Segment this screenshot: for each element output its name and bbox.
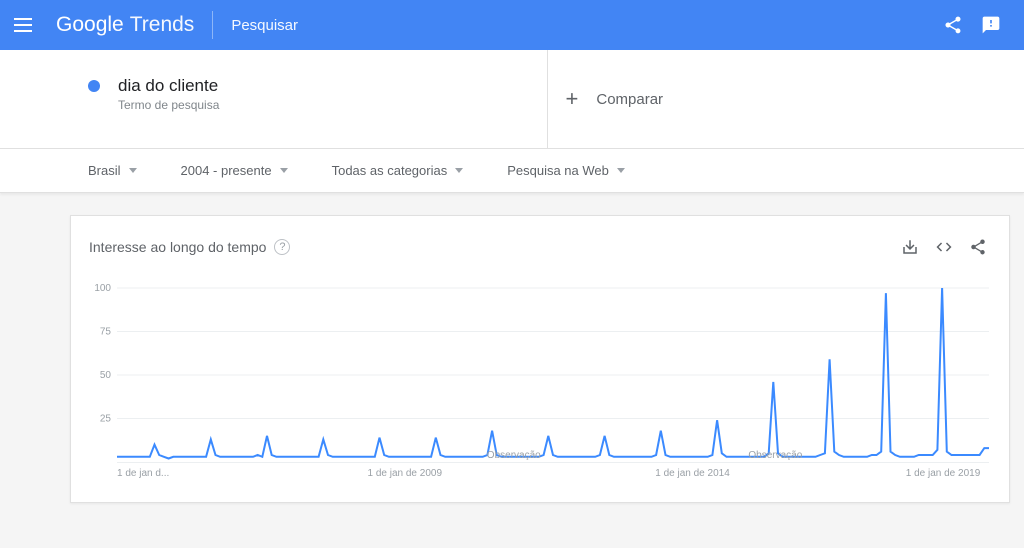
svg-text:Observação: Observação bbox=[748, 450, 802, 461]
filter-timeframe[interactable]: 2004 - presente bbox=[181, 163, 288, 178]
svg-text:100: 100 bbox=[94, 283, 111, 294]
svg-text:Observação: Observação bbox=[487, 450, 541, 461]
add-compare-label: Comparar bbox=[596, 91, 663, 108]
plus-icon: + bbox=[566, 86, 579, 112]
download-icon[interactable] bbox=[893, 230, 927, 264]
logo-trends: Trends bbox=[130, 13, 195, 37]
search-term-subtitle: Termo de pesquisa bbox=[118, 98, 219, 112]
svg-text:1 de jan de 2019: 1 de jan de 2019 bbox=[906, 468, 981, 479]
app-header: Google Trends Pesquisar bbox=[0, 0, 1024, 50]
logo[interactable]: Google Trends bbox=[56, 13, 194, 37]
svg-text:75: 75 bbox=[100, 327, 112, 338]
svg-text:25: 25 bbox=[100, 414, 112, 425]
add-compare-card[interactable]: + Comparar bbox=[547, 50, 1024, 148]
filter-category-label: Todas as categorias bbox=[332, 163, 448, 178]
chevron-down-icon bbox=[129, 168, 137, 173]
filter-search-type-label: Pesquisa na Web bbox=[507, 163, 609, 178]
svg-text:50: 50 bbox=[100, 370, 112, 381]
filter-timeframe-label: 2004 - presente bbox=[181, 163, 272, 178]
compare-bar: dia do cliente Termo de pesquisa + Compa… bbox=[0, 50, 1024, 149]
interest-chart: 25 50 75 100 Observação Observação 1 de jan d.… bbox=[89, 280, 993, 490]
filter-region[interactable]: Brasil bbox=[88, 163, 137, 178]
chevron-down-icon bbox=[617, 168, 625, 173]
embed-icon[interactable] bbox=[927, 230, 961, 264]
svg-text:1 de jan d...: 1 de jan d... bbox=[117, 468, 169, 479]
search-term-card[interactable]: dia do cliente Termo de pesquisa bbox=[70, 50, 547, 148]
search-term-title: dia do cliente bbox=[118, 76, 219, 96]
logo-google: Google bbox=[56, 13, 124, 37]
filter-category[interactable]: Todas as categorias bbox=[332, 163, 464, 178]
share-card-icon[interactable] bbox=[961, 230, 995, 264]
series-dot-1 bbox=[88, 80, 100, 92]
chevron-down-icon bbox=[280, 168, 288, 173]
menu-icon[interactable] bbox=[14, 13, 38, 37]
filter-region-label: Brasil bbox=[88, 163, 121, 178]
card-title: Interesse ao longo do tempo bbox=[89, 239, 266, 255]
interest-over-time-card: Interesse ao longo do tempo ? 25 50 75 100 O… bbox=[70, 215, 1010, 503]
chevron-down-icon bbox=[455, 168, 463, 173]
help-icon[interactable]: ? bbox=[274, 239, 290, 255]
filters-bar: Brasil 2004 - presente Todas as categori… bbox=[0, 149, 1024, 193]
svg-text:1 de jan de 2009: 1 de jan de 2009 bbox=[368, 468, 443, 479]
nav-explore[interactable]: Pesquisar bbox=[231, 17, 298, 34]
filter-search-type[interactable]: Pesquisa na Web bbox=[507, 163, 625, 178]
svg-text:1 de jan de 2014: 1 de jan de 2014 bbox=[655, 468, 730, 479]
share-icon[interactable] bbox=[934, 6, 972, 44]
header-divider bbox=[212, 11, 213, 39]
feedback-icon[interactable] bbox=[972, 6, 1010, 44]
